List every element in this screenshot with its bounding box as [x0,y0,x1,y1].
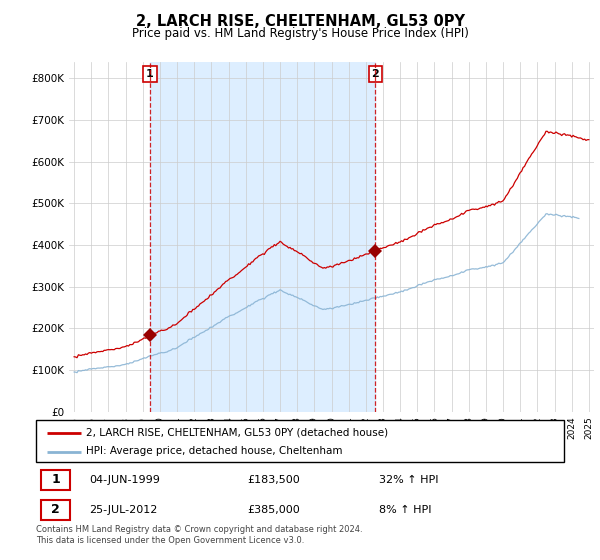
Text: 04-JUN-1999: 04-JUN-1999 [89,475,160,485]
Text: 2, LARCH RISE, CHELTENHAM, GL53 0PY (detached house): 2, LARCH RISE, CHELTENHAM, GL53 0PY (det… [86,428,388,437]
Text: Price paid vs. HM Land Registry's House Price Index (HPI): Price paid vs. HM Land Registry's House … [131,27,469,40]
Bar [150,62,376,412]
Bar [41,500,70,520]
Text: 2, LARCH RISE, CHELTENHAM, GL53 0PY: 2, LARCH RISE, CHELTENHAM, GL53 0PY [136,14,464,29]
Text: £385,000: £385,000 [247,505,300,515]
Text: £183,500: £183,500 [247,475,300,485]
Text: Contains HM Land Registry data © Crown copyright and database right 2024.
This d: Contains HM Land Registry data © Crown c… [36,525,362,545]
Text: 1: 1 [146,69,154,79]
Text: 2: 2 [52,503,60,516]
Text: 8% ↑ HPI: 8% ↑ HPI [379,505,432,515]
Text: 32% ↑ HPI: 32% ↑ HPI [379,475,439,485]
Bar [41,470,70,490]
Text: HPI: Average price, detached house, Cheltenham: HPI: Average price, detached house, Chel… [86,446,343,456]
Text: 1: 1 [52,473,60,487]
Text: 25-JUL-2012: 25-JUL-2012 [89,505,157,515]
Text: 2: 2 [371,69,379,79]
